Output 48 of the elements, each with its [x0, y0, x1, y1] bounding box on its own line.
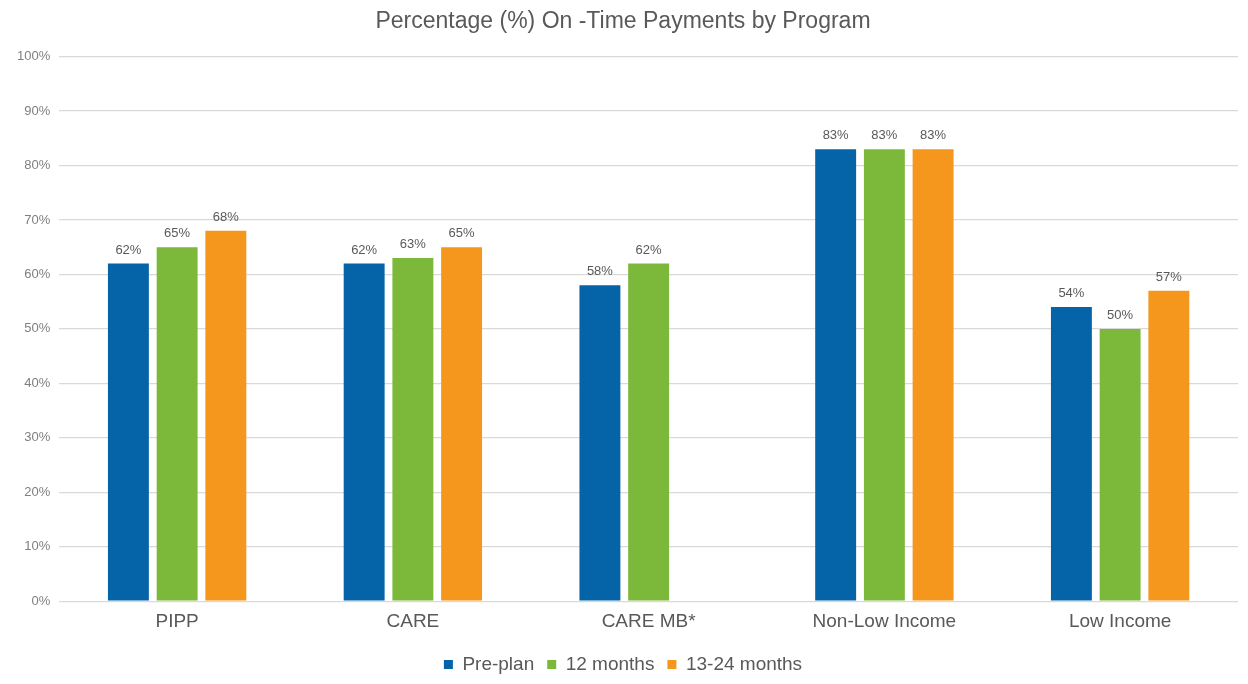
y-tick-label: 40% [24, 374, 51, 390]
data-label: 54% [1058, 285, 1085, 301]
bar [1099, 328, 1141, 601]
bar [912, 149, 954, 601]
bar [343, 263, 385, 601]
data-label: 62% [351, 241, 378, 257]
y-tick-label: 60% [24, 266, 51, 282]
data-label: 83% [822, 127, 850, 143]
y-tick-label: 100% [17, 48, 51, 64]
legend-label: 13-24 months [685, 652, 803, 674]
bar [579, 285, 621, 601]
bar [156, 247, 198, 601]
data-label: 62% [635, 241, 663, 257]
y-tick-label: 50% [24, 320, 51, 336]
data-label: 50% [1107, 306, 1134, 322]
bar [1148, 290, 1190, 601]
bar [441, 247, 483, 601]
x-tick-label: Low Income [1068, 609, 1172, 631]
data-label: 65% [448, 225, 476, 241]
x-tick-label: Non-Low Income [812, 609, 957, 631]
data-label: 62% [115, 241, 142, 257]
bar [863, 149, 905, 601]
y-tick-label: 80% [24, 157, 51, 173]
y-tick-label: 10% [24, 538, 51, 554]
data-label: 83% [920, 127, 947, 143]
bar [1050, 307, 1092, 601]
y-tick-label: 0% [31, 592, 51, 608]
bar [392, 258, 434, 601]
bar [107, 263, 149, 601]
data-label: 58% [586, 263, 614, 279]
chart-title: Percentage (%) On -Time Payments by Program [375, 7, 871, 34]
data-label: 83% [871, 127, 898, 143]
legend-label: 12 months [565, 652, 655, 674]
data-label: 68% [212, 208, 240, 224]
y-tick-label: 20% [24, 483, 51, 499]
x-tick-label: CARE [386, 609, 440, 631]
y-tick-label: 70% [24, 211, 51, 227]
data-label: 57% [1155, 268, 1183, 284]
y-tick-label: 90% [24, 102, 51, 118]
data-label: 63% [399, 236, 427, 252]
y-tick-label: 30% [24, 429, 51, 445]
bar [815, 149, 857, 601]
legend-label: Pre-plan [462, 652, 535, 674]
bar [628, 263, 670, 601]
bar [205, 230, 247, 601]
data-label: 65% [164, 225, 191, 241]
x-tick-label: CARE MB* [601, 609, 697, 631]
x-tick-label: PIPP [155, 609, 199, 631]
